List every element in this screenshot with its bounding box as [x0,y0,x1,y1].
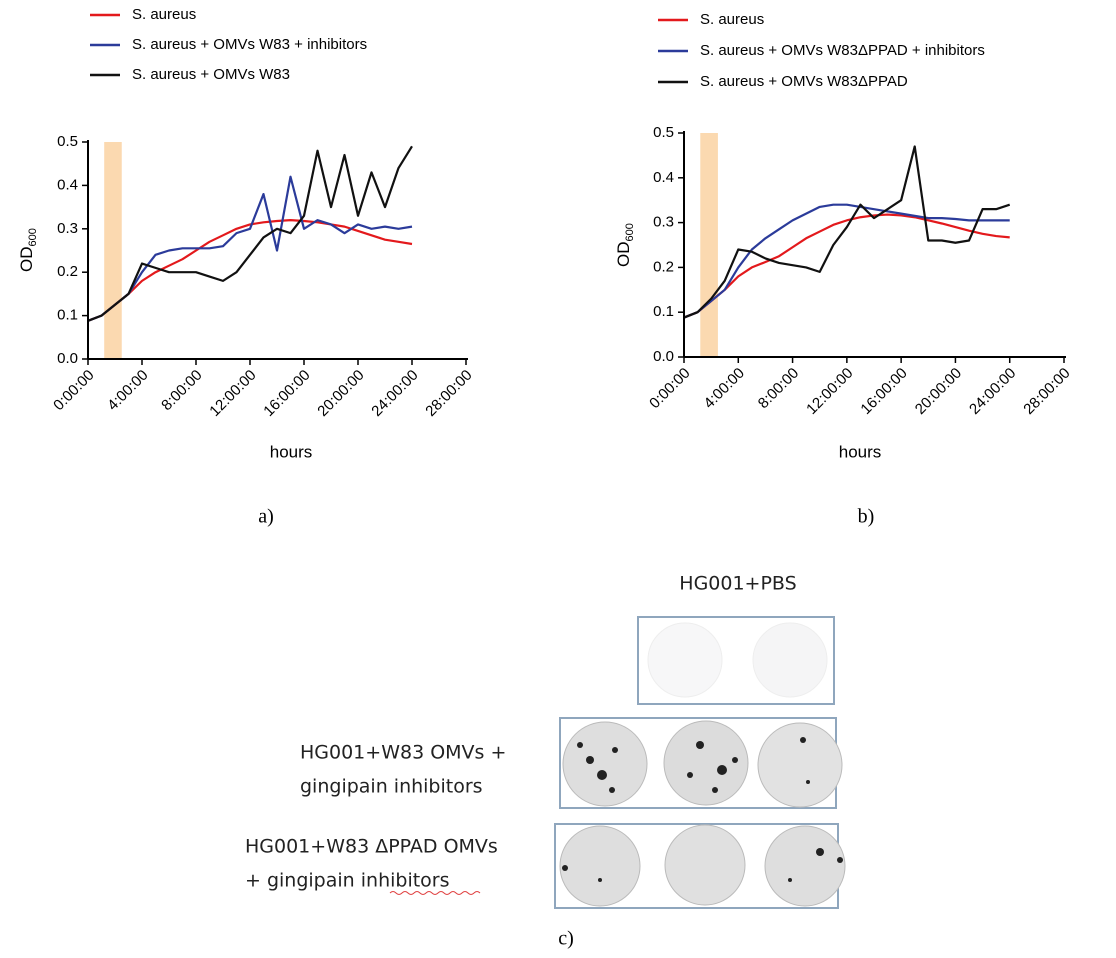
y-tick-label: 0.2 [57,263,78,280]
x-tick-label: 24:00:00 [966,365,1019,418]
well [764,825,846,907]
x-axis-label: hours [270,442,313,461]
y-axis-label: OD600 [614,223,635,267]
x-tick-label: 24:00:00 [368,367,421,420]
plate-panel: HG001+PBS HG001+W83 OMVs + gingipain inh… [245,573,846,909]
y-label-sub: 600 [27,228,39,246]
panel-label: b) [858,506,875,528]
y-tick-label: 0.4 [57,176,78,193]
x-tick-label: 12:00:00 [803,365,856,418]
chart: 0.00.10.20.30.40.50:00:00 4:00:00 8:00:00 1… [614,11,1073,462]
legend-label: S. aureus + OMVs W83ΔPPAD [700,73,908,90]
x-tick-label: 12:00:00 [206,367,259,420]
series-line [87,145,413,322]
y-tick-label: 0.0 [653,348,674,365]
series-line [87,219,413,322]
shaded-band [700,133,718,357]
spell-underline [389,891,481,895]
y-label-main: OD [17,246,36,272]
shaded-band [104,142,122,359]
x-axis-label: hours [839,442,882,461]
x-tick-label: 16:00:00 [260,367,313,420]
y-tick-label: 0.1 [57,307,78,324]
row-label: + gingipain inhibitors [245,870,450,892]
y-label-main: OD [614,241,633,267]
y-tick-label: 0.1 [653,303,674,320]
x-tick-label: 4:00:00 [701,365,748,412]
x-tick-label: 16:00:00 [857,365,910,418]
legend-label: S. aureus + OMVs W83 + inhibitors [132,36,367,53]
y-tick-label: 0.5 [57,133,78,150]
y-label-sub: 600 [624,223,636,241]
well [752,622,828,698]
panel-label: c) [558,928,574,950]
row-label: HG001+W83 OMVs + [300,742,506,764]
plate-title: HG001+PBS [679,573,796,595]
well [664,824,746,906]
row-label: HG001+W83 ΔPPAD OMVs [245,836,498,858]
panel-label: a) [258,506,274,528]
x-tick-label: 0:00:00 [646,365,693,412]
legend-label: S. aureus + OMVs W83ΔPPAD + inhibitors [700,42,985,59]
chart: 0.00.10.20.30.40.50:00:00 4:00:00 8:00:00 1… [17,6,475,462]
well [647,622,723,698]
legend-label: S. aureus [700,11,764,28]
well [559,825,641,907]
colonies [562,848,843,882]
legend-label: S. aureus + OMVs W83 [132,66,290,83]
x-tick-label: 20:00:00 [912,365,965,418]
x-tick-label: 0:00:00 [50,367,97,414]
series-line [683,145,1011,319]
x-tick-label: 28:00:00 [422,367,475,420]
row-label: gingipain inhibitors [300,776,483,798]
y-tick-label: 0.3 [653,214,674,231]
y-tick-label: 0.5 [653,124,674,141]
y-axis-label: OD600 [17,228,38,272]
well [757,722,843,808]
x-tick-label: 4:00:00 [104,367,151,414]
x-tick-label: 8:00:00 [755,365,802,412]
legend-label: S. aureus [132,6,196,23]
x-tick-label: 8:00:00 [158,367,205,414]
well [562,721,648,807]
well [663,720,749,806]
x-tick-label: 28:00:00 [1020,365,1073,418]
y-tick-label: 0.4 [653,169,674,186]
y-tick-label: 0.0 [57,350,78,367]
y-tick-label: 0.2 [653,258,674,275]
series-line [87,175,413,322]
series-line [683,203,1010,319]
x-tick-label: 20:00:00 [314,367,367,420]
colonies [577,737,810,793]
y-tick-label: 0.3 [57,220,78,237]
series-line [683,213,1010,319]
